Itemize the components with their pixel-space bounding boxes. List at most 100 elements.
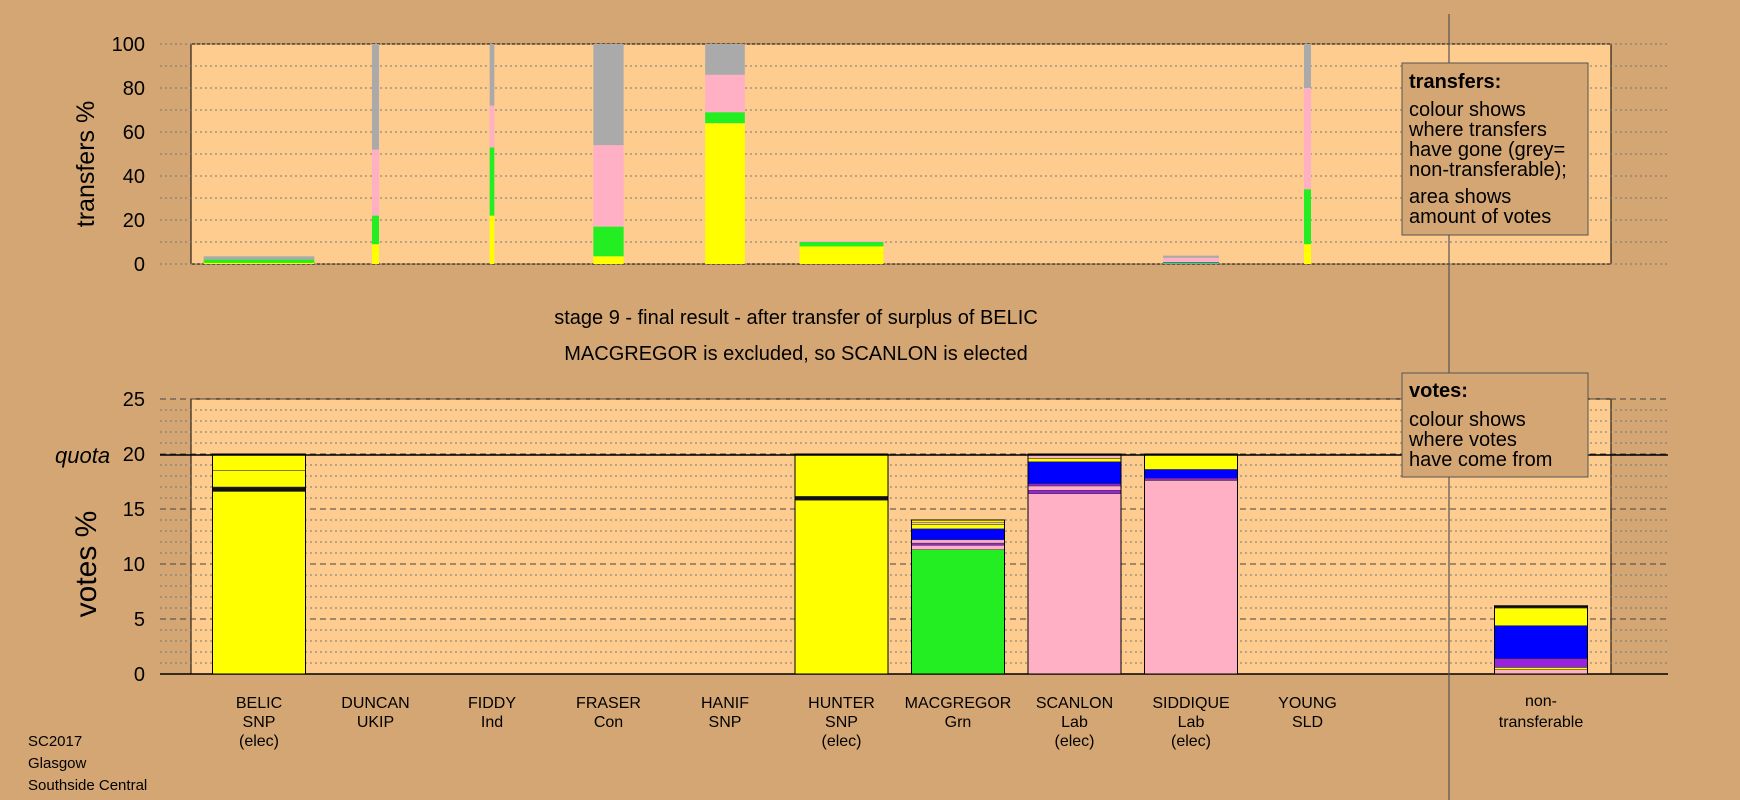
vote-bar-outline <box>911 519 1005 675</box>
transfer-bar-segment <box>705 74 745 113</box>
vote-bar-segment <box>1144 469 1238 479</box>
transfer-bar-segment <box>593 44 624 146</box>
vote-bar-segment <box>911 549 1005 675</box>
transfer-bar-segment <box>489 44 495 106</box>
transfer-bar-segment <box>203 262 315 264</box>
footer-election: SC2017 <box>28 733 82 750</box>
transfer-bar-segment <box>1304 244 1311 264</box>
vote-bar-segment <box>911 545 1005 550</box>
transfer-bar-segment <box>799 240 884 242</box>
vote-bar-segment <box>1494 667 1588 670</box>
votes-y-tick-label: 10 <box>123 554 145 576</box>
votes-legend-line: have come from <box>1409 449 1552 471</box>
transfers-y-tick-label: 20 <box>123 210 145 232</box>
transfers-legend-line: non-transferable); <box>1409 159 1567 181</box>
footer-council: Glasgow <box>28 755 87 772</box>
candidate-status-label: (elec) <box>1054 733 1094 750</box>
transfer-bars <box>203 44 1311 264</box>
candidate-status-label: (elec) <box>239 733 279 750</box>
stage-subtitle: MACGREGOR is excluded, so SCANLON is ele… <box>564 343 1028 365</box>
transfer-bar-segment <box>372 215 379 245</box>
votes-legend-line: where votes <box>1408 429 1517 451</box>
candidate-name-label: MACGREGOR <box>905 695 1012 712</box>
vote-bar-segment <box>794 453 889 497</box>
candidate-status-label: (elec) <box>1171 733 1211 750</box>
transfer-bar-segment <box>593 145 624 227</box>
transfer-bar-segment <box>372 244 379 264</box>
vote-bar-segment <box>1144 477 1238 481</box>
candidate-party-label: SNP <box>825 714 858 731</box>
transfer-bar-segment <box>1163 262 1219 263</box>
candidate-party-label: Con <box>594 714 623 731</box>
candidate-name-label: HANIF <box>701 695 749 712</box>
vote-bar-segment <box>1144 453 1238 470</box>
nontransferable-label-line2: transferable <box>1499 714 1584 731</box>
transfers-y-tick-label: 0 <box>134 254 145 276</box>
transfers-legend-line: amount of votes <box>1409 206 1551 228</box>
transfer-bar-segment <box>203 256 315 260</box>
quota-label: quota <box>55 443 110 468</box>
votes-legend-box <box>1401 372 1589 478</box>
transfer-bar-segment <box>593 226 624 257</box>
transfer-bar-segment <box>1163 257 1219 263</box>
votes-y-ticks: 0 5 10 15 20 25 <box>123 389 145 686</box>
transfer-bar-segment <box>489 215 495 264</box>
candidate-party-label: Grn <box>945 714 972 731</box>
transfers-legend-box <box>1401 62 1589 236</box>
votes-legend-line: colour shows <box>1409 409 1526 431</box>
transfers-legend-line: where transfers <box>1408 119 1547 141</box>
candidate-name-label: HUNTER <box>808 695 875 712</box>
transfers-legend-line: have gone (grey= <box>1409 139 1565 161</box>
stage-title: stage 9 - final result - after transfer … <box>554 307 1038 329</box>
votes-plot-area <box>190 398 1612 675</box>
vote-bar-segment <box>911 528 1005 541</box>
transfer-bar-segment <box>489 147 495 216</box>
candidate-party-label: Ind <box>481 714 503 731</box>
vote-bar-segment <box>911 521 1005 525</box>
transfers-y-tick-label: 60 <box>123 122 145 144</box>
candidate-name-label: SIDDIQUE <box>1152 695 1229 712</box>
vote-bar-outline <box>1494 605 1588 675</box>
candidate-party-label: SNP <box>243 714 276 731</box>
votes-y-tick-label: 25 <box>123 389 145 411</box>
vote-bar-segment <box>1494 669 1588 675</box>
transfers-panel: 0 20 40 60 80 100 transfers % <box>72 34 1668 276</box>
transfer-bar-segment <box>705 112 745 124</box>
transfer-bar-segment <box>203 259 315 263</box>
vote-bar-segment <box>1027 483 1122 487</box>
transfer-bar-segment <box>1163 255 1219 258</box>
vote-bar-segment <box>911 539 1005 544</box>
vote-bar-outline <box>212 453 306 675</box>
vote-bar-segment <box>212 470 306 488</box>
candidate-name-label: FIDDY <box>468 695 516 712</box>
candidate-name-label: FRASER <box>576 695 641 712</box>
vote-bar-segment <box>212 491 306 675</box>
vote-bar-segment <box>1027 485 1122 491</box>
transfer-bar-segment <box>489 105 495 148</box>
vote-bar-segment <box>212 486 306 492</box>
transfer-bar-segment <box>593 256 624 264</box>
vote-bar-segment <box>911 542 1005 546</box>
candidate-name-label: DUNCAN <box>341 695 409 712</box>
transfers-legend-title: transfers: <box>1409 71 1501 93</box>
votes-y-tick-label: 15 <box>123 499 145 521</box>
vote-bar-segment <box>1027 458 1122 462</box>
transfers-y-axis-label: transfers % <box>72 101 100 227</box>
candidate-name-label: YOUNG <box>1278 695 1337 712</box>
vote-bar-segment <box>794 496 889 501</box>
candidate-name-label: BELIC <box>236 695 282 712</box>
vote-bar-segment <box>1144 480 1238 675</box>
vote-bar-segment <box>1494 625 1588 659</box>
candidate-party-label: SLD <box>1292 714 1323 731</box>
transfer-bar-segment <box>705 44 745 75</box>
votes-y-tick-label: 5 <box>134 609 145 631</box>
vote-bar-segment <box>794 499 889 675</box>
vote-bar-outline <box>794 453 889 675</box>
candidate-labels: BELIC SNP (elec) DUNCAN UKIP FIDDY Ind FRASER Co… <box>236 695 1337 750</box>
candidate-status-label: (elec) <box>821 733 861 750</box>
transfer-bar-segment <box>705 123 745 264</box>
candidate-name-label: SCANLON <box>1036 695 1113 712</box>
transfer-bar-segment <box>1163 262 1219 264</box>
transfers-y-tick-label: 80 <box>123 78 145 100</box>
vote-bar-segment <box>1027 493 1122 675</box>
